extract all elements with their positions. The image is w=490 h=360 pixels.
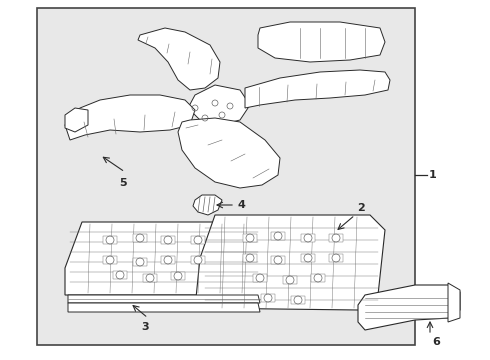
Bar <box>243 234 257 242</box>
Bar <box>143 274 157 282</box>
Polygon shape <box>193 195 222 215</box>
Bar <box>133 234 147 242</box>
Bar <box>161 256 175 264</box>
Bar <box>191 256 205 264</box>
Polygon shape <box>65 222 265 295</box>
Bar <box>37 8 415 345</box>
Text: 2: 2 <box>357 203 365 213</box>
Polygon shape <box>448 283 460 322</box>
Bar <box>103 236 117 244</box>
Text: 1: 1 <box>429 170 437 180</box>
Bar <box>103 256 117 264</box>
Polygon shape <box>68 295 260 303</box>
Bar <box>329 254 343 262</box>
Polygon shape <box>65 108 88 132</box>
Bar <box>301 254 315 262</box>
Polygon shape <box>195 215 385 310</box>
Bar <box>311 274 325 282</box>
Polygon shape <box>138 28 220 90</box>
Bar <box>291 296 305 304</box>
Bar <box>133 258 147 266</box>
Polygon shape <box>245 70 390 108</box>
Bar <box>253 274 267 282</box>
Polygon shape <box>358 285 460 330</box>
Bar <box>271 256 285 264</box>
Bar <box>161 236 175 244</box>
Bar <box>191 236 205 244</box>
Text: 6: 6 <box>432 337 440 347</box>
Polygon shape <box>68 303 260 312</box>
Bar <box>171 272 185 280</box>
Bar <box>301 234 315 242</box>
Bar <box>283 276 297 284</box>
Bar <box>113 271 127 279</box>
Polygon shape <box>65 95 195 140</box>
Polygon shape <box>188 85 250 125</box>
Polygon shape <box>178 118 280 188</box>
Text: 4: 4 <box>237 200 245 210</box>
Bar <box>329 234 343 242</box>
Bar <box>271 232 285 240</box>
Text: 3: 3 <box>141 322 149 332</box>
Bar <box>243 254 257 262</box>
Text: 5: 5 <box>119 178 127 188</box>
Polygon shape <box>258 22 385 62</box>
Bar <box>261 294 275 302</box>
